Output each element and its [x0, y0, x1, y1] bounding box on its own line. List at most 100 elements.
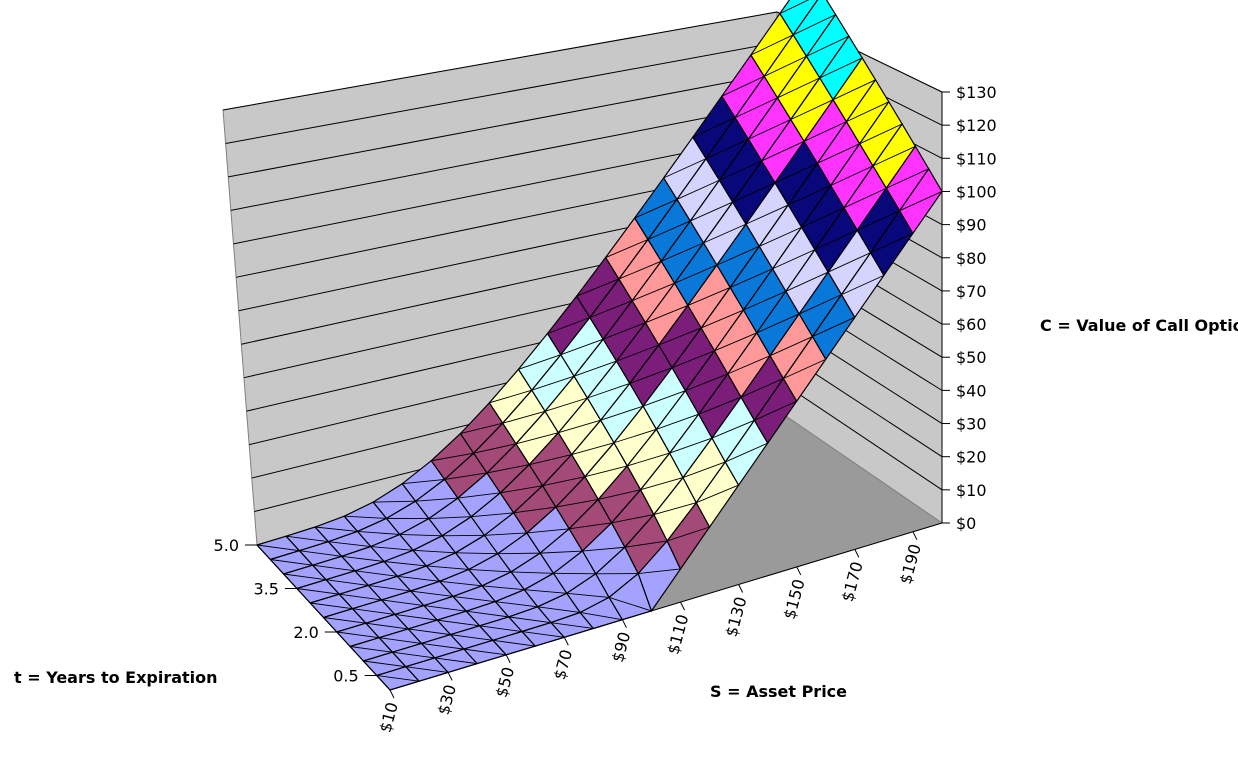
surface-diagonal: [656, 413, 699, 430]
surface-diagonal: [518, 354, 561, 370]
surface-diagonal: [455, 552, 498, 555]
surface-diagonal: [479, 625, 523, 632]
surface-diagonal: [663, 158, 707, 179]
z-tick-label: $20: [956, 448, 987, 467]
surface-diagonal: [634, 198, 678, 219]
surface-diagonal: [819, 57, 863, 79]
x-tick-mark: [854, 549, 860, 558]
surface-diagonal: [368, 584, 411, 592]
surface-diagonal: [587, 382, 630, 399]
surface-diagonal: [872, 145, 916, 167]
x-tick-label: $50: [492, 665, 518, 699]
surface-diagonal: [769, 336, 813, 357]
surface-diagonal: [285, 535, 329, 543]
surface-diagonal: [370, 546, 414, 551]
surface-diagonal: [341, 555, 385, 562]
surface-diagonal: [344, 515, 387, 519]
surface-diagonal: [886, 168, 929, 189]
surface-diagonal: [415, 497, 458, 502]
surface-diagonal: [421, 642, 464, 650]
surface-diagonal: [399, 534, 443, 537]
surface-diagonal: [547, 317, 591, 334]
surface-diagonal: [740, 378, 784, 398]
surface-diagonal: [434, 657, 478, 665]
x-tick-label: $30: [434, 683, 460, 717]
surface-diagonal: [354, 570, 398, 577]
back-gridline: [225, 42, 778, 144]
surface-diagonal: [444, 472, 488, 480]
z-tick-label: $50: [956, 348, 987, 367]
surface-diagonal: [484, 532, 527, 536]
surface-diagonal: [605, 239, 649, 258]
surface-diagonal: [671, 350, 715, 369]
surface-diagonal: [841, 274, 885, 296]
surface-diagonal: [558, 419, 601, 434]
surface-diagonal: [764, 55, 807, 77]
y-axis-title: t = Years to Expiration: [14, 668, 218, 687]
surface-diagonal: [754, 400, 797, 421]
surface-diagonal: [323, 617, 366, 624]
surface-diagonal: [692, 117, 736, 138]
surface-diagonal: [687, 286, 731, 306]
surface-diagonal: [756, 313, 800, 334]
y-tick-label: 0.5: [333, 667, 358, 686]
y-axis: 0.5 2.0 3.5 5.0: [214, 536, 391, 691]
x-tick-label: $10: [376, 700, 402, 734]
surface-diagonal: [426, 565, 469, 570]
surface-diagonal: [603, 322, 646, 340]
surface-diagonal: [531, 375, 575, 391]
surface-diagonal: [350, 646, 393, 653]
side-gridline: [776, 378, 943, 491]
surface-diagonal: [428, 516, 472, 520]
back-gridline: [228, 72, 778, 178]
surface-diagonal: [725, 442, 768, 463]
surface-diagonal: [555, 498, 599, 508]
surface-diagonal: [450, 634, 493, 641]
surface-diagonal: [413, 549, 456, 554]
surface-diagonal: [748, 119, 791, 140]
surface-diagonal: [632, 282, 675, 302]
surface-diagonal: [772, 249, 816, 270]
surface-diagonal: [569, 522, 612, 530]
surface-diagonal: [560, 338, 604, 356]
surface-diagonal: [613, 428, 657, 444]
surface-diagonal: [589, 300, 633, 318]
surface-diagonal: [325, 579, 369, 586]
surface-diagonal: [750, 34, 794, 56]
surface-diagonal: [582, 546, 625, 552]
surface-diagonal: [616, 344, 659, 362]
z-axis-title: C = Value of Call Option: [1040, 316, 1238, 335]
z-axis: $0 $10 $20 $30 $40 $50 $60 $70 $80 $90 $100 $110 $12…: [941, 83, 997, 533]
y-tick-label: 2.0: [293, 623, 318, 642]
surface-diagonal: [627, 452, 670, 467]
surface-diagonal: [703, 223, 747, 244]
surface-diagonal: [777, 77, 821, 99]
surface-diagonal: [460, 422, 503, 435]
surface-diagonal: [832, 79, 876, 101]
surface-diagonal: [828, 252, 871, 273]
surface-diagonal: [256, 544, 300, 552]
y-axis-ticks: 0.5 2.0 3.5 5.0: [214, 536, 377, 686]
surface-diagonal: [511, 571, 554, 574]
surface-diagonal: [870, 232, 914, 254]
x-tick-mark: [563, 637, 569, 646]
x-axis: $10 $30 $50 $70 $90 $110 $130 $150 $170 $190: [376, 522, 943, 735]
surface-diagonal: [696, 484, 739, 504]
surface-diagonal: [482, 585, 525, 591]
surface-diagonal: [310, 602, 353, 610]
z-tick-label: $90: [956, 216, 987, 235]
surface-diagonal: [283, 573, 327, 581]
y-tick-label: 5.0: [214, 536, 239, 555]
surface-diagonal: [698, 396, 742, 415]
surface-diagonal: [540, 550, 583, 554]
surface-diagonal: [743, 290, 787, 311]
surface-diagonal: [357, 530, 400, 535]
surface-diagonal: [653, 502, 697, 515]
surface-diagonal: [405, 666, 449, 673]
surface-diagonal: [384, 561, 427, 567]
x-tick-mark: [621, 619, 627, 628]
surface-diagonal: [667, 526, 710, 542]
surface-diagonal: [830, 165, 874, 186]
surface-diagonal: [669, 437, 713, 454]
